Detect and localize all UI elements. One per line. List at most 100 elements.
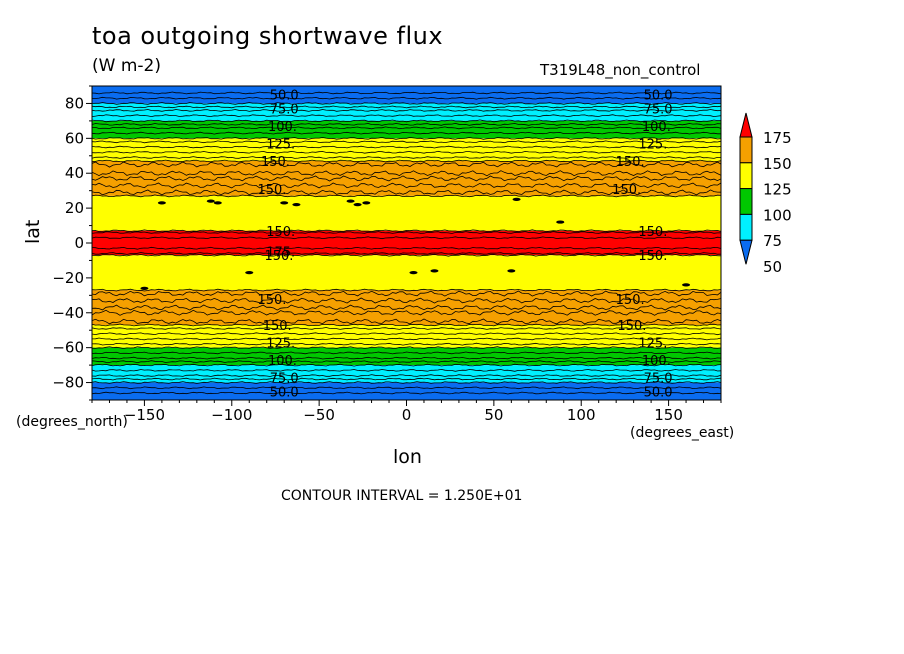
- contour-line-8: [91, 323, 722, 327]
- y-tick-label: −80: [52, 374, 84, 392]
- speckle-1: [206, 199, 215, 203]
- contour-label-22: 150.: [638, 249, 667, 264]
- contour-label-15: 50.0: [644, 89, 673, 104]
- band-12: [92, 382, 721, 400]
- contour-label-20: 150.: [612, 183, 641, 198]
- contour-speckles: [140, 197, 691, 290]
- speckle-12: [409, 271, 418, 275]
- contour-line-22: [91, 150, 722, 154]
- contour-label-4: 150.: [261, 155, 290, 170]
- contour-label-24: 150.: [617, 319, 646, 334]
- contour-label-25: 125.: [638, 336, 667, 351]
- contour-line-13: [91, 96, 722, 100]
- contour-line-32: [91, 252, 722, 255]
- contour-line-5: [91, 229, 722, 233]
- speckle-2: [213, 201, 222, 205]
- y-tick-label: 60: [65, 129, 84, 147]
- contour-line-49: [91, 391, 722, 395]
- contour-line-4: [91, 194, 722, 198]
- contour-line-36: [91, 309, 722, 316]
- colorbar-segment: [739, 162, 753, 190]
- speckle-6: [353, 203, 362, 207]
- chart-units: (W m-2): [92, 56, 161, 76]
- contour-label-27: 75.0: [644, 371, 673, 386]
- colorbar-over-arrow: [739, 112, 753, 138]
- chart-title: toa outgoing shortwave flux: [92, 22, 444, 50]
- contour-label-12: 100.: [268, 354, 297, 369]
- speckle-9: [556, 220, 565, 224]
- x-axis-unit-label: (degrees_east): [630, 425, 735, 441]
- contour-label-14: 50.0: [270, 385, 299, 400]
- speckle-7: [362, 201, 371, 205]
- colorbar-segment: [739, 136, 753, 164]
- contour-interval-text: CONTOUR INTERVAL = 1.250E+01: [281, 488, 523, 504]
- contour-label-23: 150.: [616, 293, 645, 308]
- contour-label-8: 150.: [264, 249, 293, 264]
- colorbar-label: 50: [763, 258, 782, 276]
- contour-line-28: [91, 189, 722, 196]
- y-tick-label: 20: [65, 199, 84, 217]
- speckle-8: [512, 197, 521, 201]
- band-7: [92, 255, 721, 291]
- contour-line-34: [91, 297, 722, 304]
- filled-contour-bands: [92, 86, 721, 400]
- speckle-5: [346, 199, 355, 203]
- contour-line-7: [91, 288, 722, 292]
- contour-line-26: [91, 175, 722, 182]
- contour-line-24: [91, 161, 722, 168]
- contour-line-29: [91, 231, 721, 234]
- contour-label-6: 150.: [266, 225, 295, 240]
- contour-line-48: [91, 386, 722, 390]
- x-axis-label: lon: [393, 446, 422, 468]
- contour-line-10: [91, 363, 722, 367]
- y-tick-label: 0: [74, 234, 84, 252]
- contour-label-21: 150.: [638, 225, 667, 240]
- contour-line-27: [91, 182, 722, 189]
- colorbar-label: 100: [763, 206, 792, 224]
- contour-line-21: [91, 145, 722, 149]
- contour-label-26: 100.: [642, 354, 671, 369]
- speckle-3: [280, 201, 289, 205]
- y-tick-label: −40: [52, 304, 84, 322]
- contour-label-16: 75.0: [644, 103, 673, 118]
- band-10: [92, 347, 721, 366]
- contour-lines: [91, 91, 722, 395]
- contour-label-17: 100.: [642, 120, 671, 135]
- contour-line-39: [91, 332, 722, 336]
- contour-label-0: 50.0: [270, 89, 299, 104]
- speckle-0: [157, 201, 166, 205]
- contour-line-6: [92, 253, 722, 257]
- contour-line-14: [91, 105, 722, 109]
- contour-line-25: [91, 170, 722, 177]
- y-axis-ticks: −80 −60 −40 −20 0 20 40 60 80: [52, 85, 92, 401]
- contour-line-40: [91, 337, 722, 341]
- contour-line-45: [91, 368, 722, 372]
- y-tick-label: 80: [65, 94, 84, 112]
- x-tick-label: 150: [654, 406, 683, 424]
- contour-line-3: [91, 159, 722, 163]
- contour-label-1: 75.0: [270, 103, 299, 118]
- colorbar-label: 75: [763, 232, 782, 250]
- contour-line-2: [91, 136, 722, 140]
- speckle-14: [507, 269, 516, 273]
- speckle-13: [430, 269, 439, 273]
- x-tick-label: 100: [567, 406, 596, 424]
- band-5: [92, 195, 721, 231]
- x-axis-ticks: −150 −100 −50 0 50 100 150: [91, 400, 722, 424]
- contour-labels: 50.075.0100.125.150.150.150.175.150.150.…: [257, 89, 672, 401]
- contour-line-23: [91, 156, 721, 159]
- contour-label-2: 100.: [268, 120, 297, 135]
- colorbar-label: 125: [763, 181, 792, 199]
- contour-line-16: [91, 114, 722, 118]
- contour-line-30: [91, 236, 722, 240]
- speckle-4: [292, 203, 301, 207]
- contour-line-0: [91, 102, 722, 105]
- contour-line-15: [91, 109, 722, 112]
- contour-line-18: [92, 126, 722, 130]
- y-tick-label: 40: [65, 164, 84, 182]
- contour-label-28: 50.0: [644, 385, 673, 400]
- contour-line-20: [91, 140, 722, 144]
- x-tick-label: 50: [484, 406, 503, 424]
- contour-line-12: [91, 91, 722, 95]
